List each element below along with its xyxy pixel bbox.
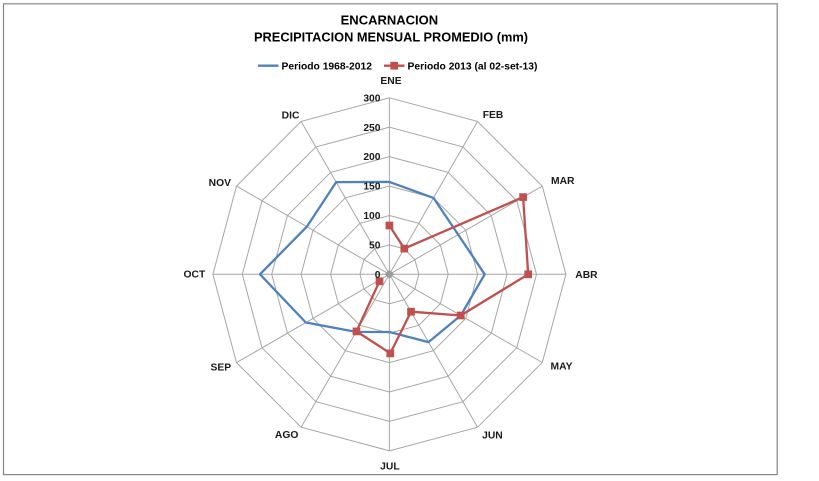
svg-text:Periodo 2013 (al 02-set-13): Periodo 2013 (al 02-set-13) [408, 61, 538, 72]
svg-text:FEB: FEB [483, 110, 504, 121]
svg-text:AGO: AGO [275, 430, 298, 441]
svg-text:ABR: ABR [575, 270, 598, 281]
svg-text:300: 300 [363, 93, 380, 104]
svg-text:150: 150 [363, 182, 380, 193]
svg-text:PRECIPITACION MENSUAL PROMEDIO: PRECIPITACION MENSUAL PROMEDIO (mm) [254, 30, 528, 45]
svg-text:100: 100 [363, 211, 380, 222]
svg-text:ENE: ENE [380, 76, 401, 87]
svg-text:SEP: SEP [210, 363, 231, 374]
svg-text:ENCARNACION: ENCARNACION [341, 13, 439, 28]
svg-text:MAR: MAR [551, 176, 575, 187]
svg-text:DIC: DIC [282, 111, 300, 122]
svg-text:OCT: OCT [184, 270, 206, 281]
svg-text:Periodo 1968-2012: Periodo 1968-2012 [282, 61, 373, 72]
svg-text:50: 50 [369, 241, 381, 252]
svg-text:200: 200 [363, 152, 380, 163]
svg-text:250: 250 [363, 123, 380, 134]
svg-text:JUN: JUN [482, 430, 503, 441]
svg-text:0: 0 [375, 270, 381, 281]
svg-text:JUL: JUL [380, 462, 399, 473]
svg-text:NOV: NOV [209, 178, 231, 189]
svg-text:MAY: MAY [551, 361, 573, 372]
